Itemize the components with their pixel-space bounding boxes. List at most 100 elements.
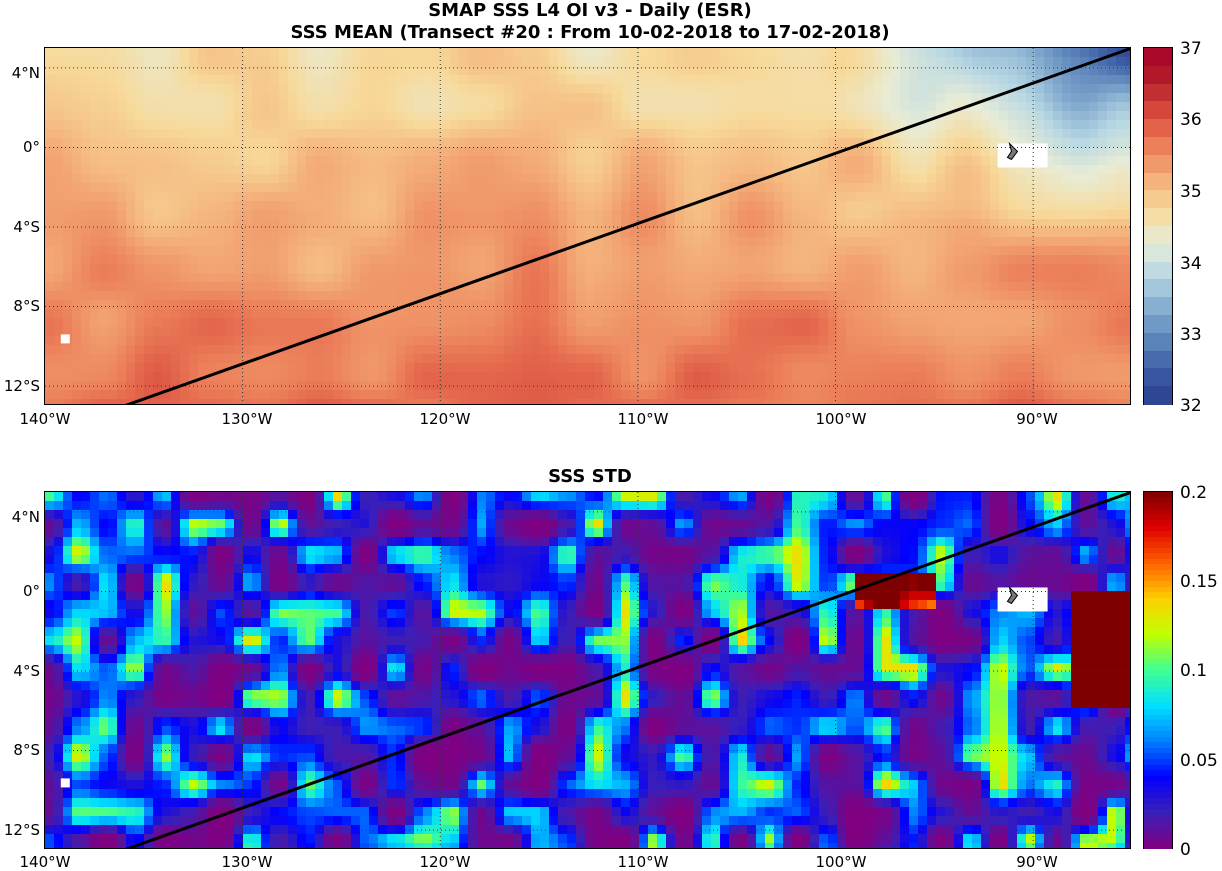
island-shape xyxy=(1006,141,1019,161)
colorbar-segment xyxy=(1144,720,1172,727)
sss-std-heatmap xyxy=(45,492,1130,848)
colorbar-segment xyxy=(1144,569,1172,577)
colorbar-label: 33 xyxy=(1180,325,1202,345)
colorbar-label: 0 xyxy=(1180,840,1191,860)
colorbar-segment xyxy=(1144,137,1172,156)
colorbar-segment xyxy=(1144,670,1172,677)
colorbar-segment xyxy=(1144,814,1172,822)
colorbar-segment xyxy=(1144,525,1172,532)
colorbar-segment xyxy=(1144,208,1172,227)
colorbar-segment xyxy=(1144,697,1172,705)
colorbar-label: 0.2 xyxy=(1180,483,1208,503)
colorbar-segment xyxy=(1144,83,1172,103)
colorbar-segment xyxy=(1144,703,1172,710)
y-tick-label: 4°N xyxy=(11,64,40,82)
colorbar-segment xyxy=(1144,759,1172,766)
colorbar-segment xyxy=(1144,514,1172,521)
colorbar-segment xyxy=(1144,581,1172,588)
x-tick-label: 110°W xyxy=(617,853,669,871)
colorbar-segment xyxy=(1144,603,1172,610)
colorbar-segment xyxy=(1144,279,1172,299)
colorbar-segment xyxy=(1144,332,1172,352)
colorbar-label: 0.05 xyxy=(1180,751,1218,771)
transect-line xyxy=(125,48,1130,404)
colorbar-segment xyxy=(1144,575,1172,582)
colorbar-segment xyxy=(1144,658,1172,666)
colorbar-segment xyxy=(1144,725,1172,733)
colorbar-segment xyxy=(1144,631,1172,638)
transect-line xyxy=(125,492,1130,848)
colorbar-segment xyxy=(1144,742,1172,749)
sss-mean-heatmap xyxy=(45,48,1130,404)
y-tick-label: 12°S xyxy=(3,377,40,395)
colorbar-segment xyxy=(1144,614,1172,621)
colorbar-segment xyxy=(1144,350,1172,370)
colorbar-segment xyxy=(1144,770,1172,777)
y-tick-label: 8°S xyxy=(13,741,40,759)
colorbar-label: 35 xyxy=(1180,182,1202,202)
x-tick-label: 100°W xyxy=(815,410,867,428)
colorbar-segment xyxy=(1144,625,1172,633)
colorbar-segment xyxy=(1144,492,1172,499)
colorbar-segment xyxy=(1144,647,1172,655)
colorbar-segment xyxy=(1144,714,1172,722)
colorbar-segment xyxy=(1144,261,1172,281)
colorbar-segment xyxy=(1144,653,1172,660)
x-tick-label: 120°W xyxy=(419,853,471,871)
colorbar-segment xyxy=(1144,809,1172,816)
colorbar-segment xyxy=(1144,825,1172,833)
island-shape xyxy=(1006,585,1019,605)
colorbar-segment xyxy=(1144,619,1172,627)
colorbar-segment xyxy=(1144,243,1172,263)
sss-std-colorbar xyxy=(1143,491,1173,849)
y-tick-label: 12°S xyxy=(3,821,40,839)
colorbar-segment xyxy=(1144,708,1172,716)
colorbar-segment xyxy=(1144,686,1172,694)
colorbar-segment xyxy=(1144,553,1172,560)
colorbar-label: 0.1 xyxy=(1180,661,1208,681)
colorbar-segment xyxy=(1144,558,1172,566)
colorbar-segment xyxy=(1144,675,1172,683)
x-tick-label: 140°W xyxy=(19,853,71,871)
colorbar-segment xyxy=(1144,386,1172,405)
colorbar-segment xyxy=(1144,803,1172,811)
colorbar-segment xyxy=(1144,519,1172,527)
colorbar-segment xyxy=(1144,597,1172,605)
x-tick-label: 120°W xyxy=(419,410,471,428)
colorbar-segment xyxy=(1144,542,1172,549)
x-tick-label: 90°W xyxy=(1016,410,1058,428)
colorbar-segment xyxy=(1144,764,1172,772)
colorbar-segment xyxy=(1144,753,1172,760)
colorbar-segment xyxy=(1144,775,1172,783)
chart-title-line2: SSS MEAN (Transect #20 : From 10-02-2018… xyxy=(290,22,890,43)
colorbar-label: 32 xyxy=(1180,396,1202,416)
y-tick-label: 8°S xyxy=(13,297,40,315)
colorbar-segment xyxy=(1144,797,1172,805)
y-tick-label: 4°S xyxy=(13,662,40,680)
colorbar-label: 36 xyxy=(1180,110,1202,130)
colorbar-segment xyxy=(1144,642,1172,649)
colorbar-segment xyxy=(1144,368,1172,388)
colorbar-segment xyxy=(1144,692,1172,699)
y-tick-label: 0° xyxy=(22,138,40,156)
y-tick-label: 0° xyxy=(22,582,40,600)
colorbar-segment xyxy=(1144,736,1172,744)
x-tick-label: 100°W xyxy=(815,853,867,871)
colorbar-segment xyxy=(1144,497,1172,505)
y-tick-label: 4°N xyxy=(11,508,40,526)
colorbar-segment xyxy=(1144,836,1172,844)
x-tick-label: 110°W xyxy=(617,410,669,428)
colorbar-segment xyxy=(1144,297,1172,316)
land-mask xyxy=(60,778,70,788)
std-panel-title: SSS STD xyxy=(548,466,632,487)
colorbar-segment xyxy=(1144,831,1172,838)
colorbar-segment xyxy=(1144,586,1172,594)
colorbar-segment xyxy=(1144,101,1172,121)
colorbar-segment xyxy=(1144,65,1172,85)
colorbar-segment xyxy=(1144,681,1172,688)
colorbar-segment xyxy=(1144,792,1172,799)
colorbar-segment xyxy=(1144,786,1172,794)
x-tick-label: 140°W xyxy=(19,410,71,428)
colorbar-segment xyxy=(1144,636,1172,644)
colorbar-segment xyxy=(1144,547,1172,555)
